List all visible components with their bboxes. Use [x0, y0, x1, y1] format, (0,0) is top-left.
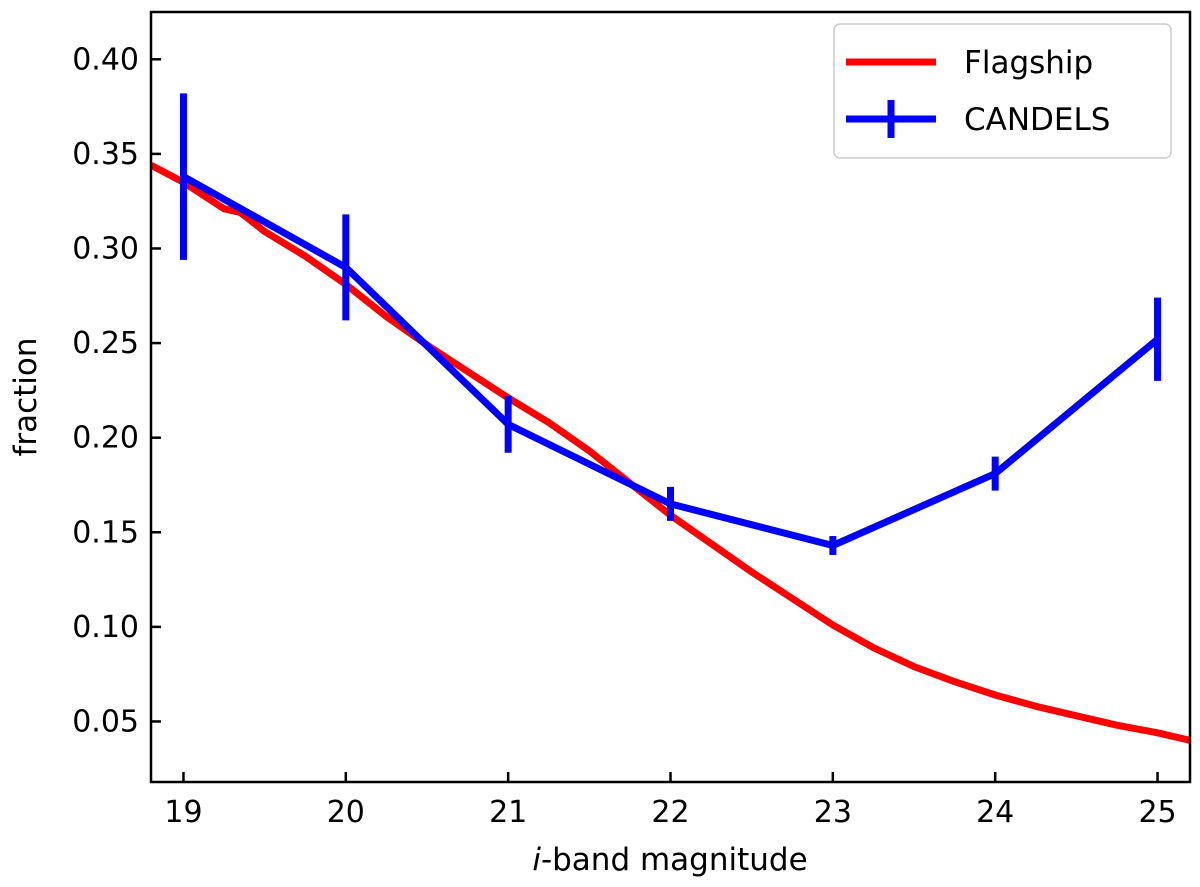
y-tick-label: 0.35: [72, 137, 139, 172]
x-tick-label: 22: [651, 795, 689, 830]
x-tick-label: 21: [489, 795, 527, 830]
plot-lines: [151, 93, 1190, 744]
legend-label-candels: CANDELS: [964, 102, 1110, 138]
legend-label-flagship: Flagship: [964, 45, 1093, 81]
legend-box: [833, 23, 1172, 159]
y-tick-label: 0.20: [72, 421, 139, 456]
y-tick-label: 0.10: [72, 610, 139, 645]
y-tick-label: 0.30: [72, 231, 139, 266]
y-axis-ticks: 0.05 0.10 0.15 0.20 0.25 0.30 0.35 0.40: [72, 42, 161, 739]
series-line-flagship: [151, 162, 1190, 744]
x-axis-label: i-band magnitude: [532, 842, 807, 878]
legend: Flagship CANDELS: [833, 23, 1172, 159]
x-tick-label: 23: [814, 795, 852, 830]
x-tick-label: 20: [327, 795, 365, 830]
x-axis-ticks: 19 20 21 22 23 24 25: [164, 772, 1177, 830]
x-tick-label: 19: [164, 795, 202, 830]
y-tick-label: 0.40: [72, 42, 139, 77]
y-tick-label: 0.25: [72, 326, 139, 361]
y-axis-label: fraction: [8, 337, 44, 456]
plot-frame: [149, 10, 1192, 784]
x-axis-label-rest: -band magnitude: [541, 842, 808, 878]
y-tick-label: 0.15: [72, 515, 139, 550]
x-axis-label-italic: i: [532, 842, 541, 878]
x-tick-label: 25: [1138, 795, 1176, 830]
y-tick-label: 0.05: [72, 704, 139, 739]
x-tick-label: 24: [976, 795, 1014, 830]
